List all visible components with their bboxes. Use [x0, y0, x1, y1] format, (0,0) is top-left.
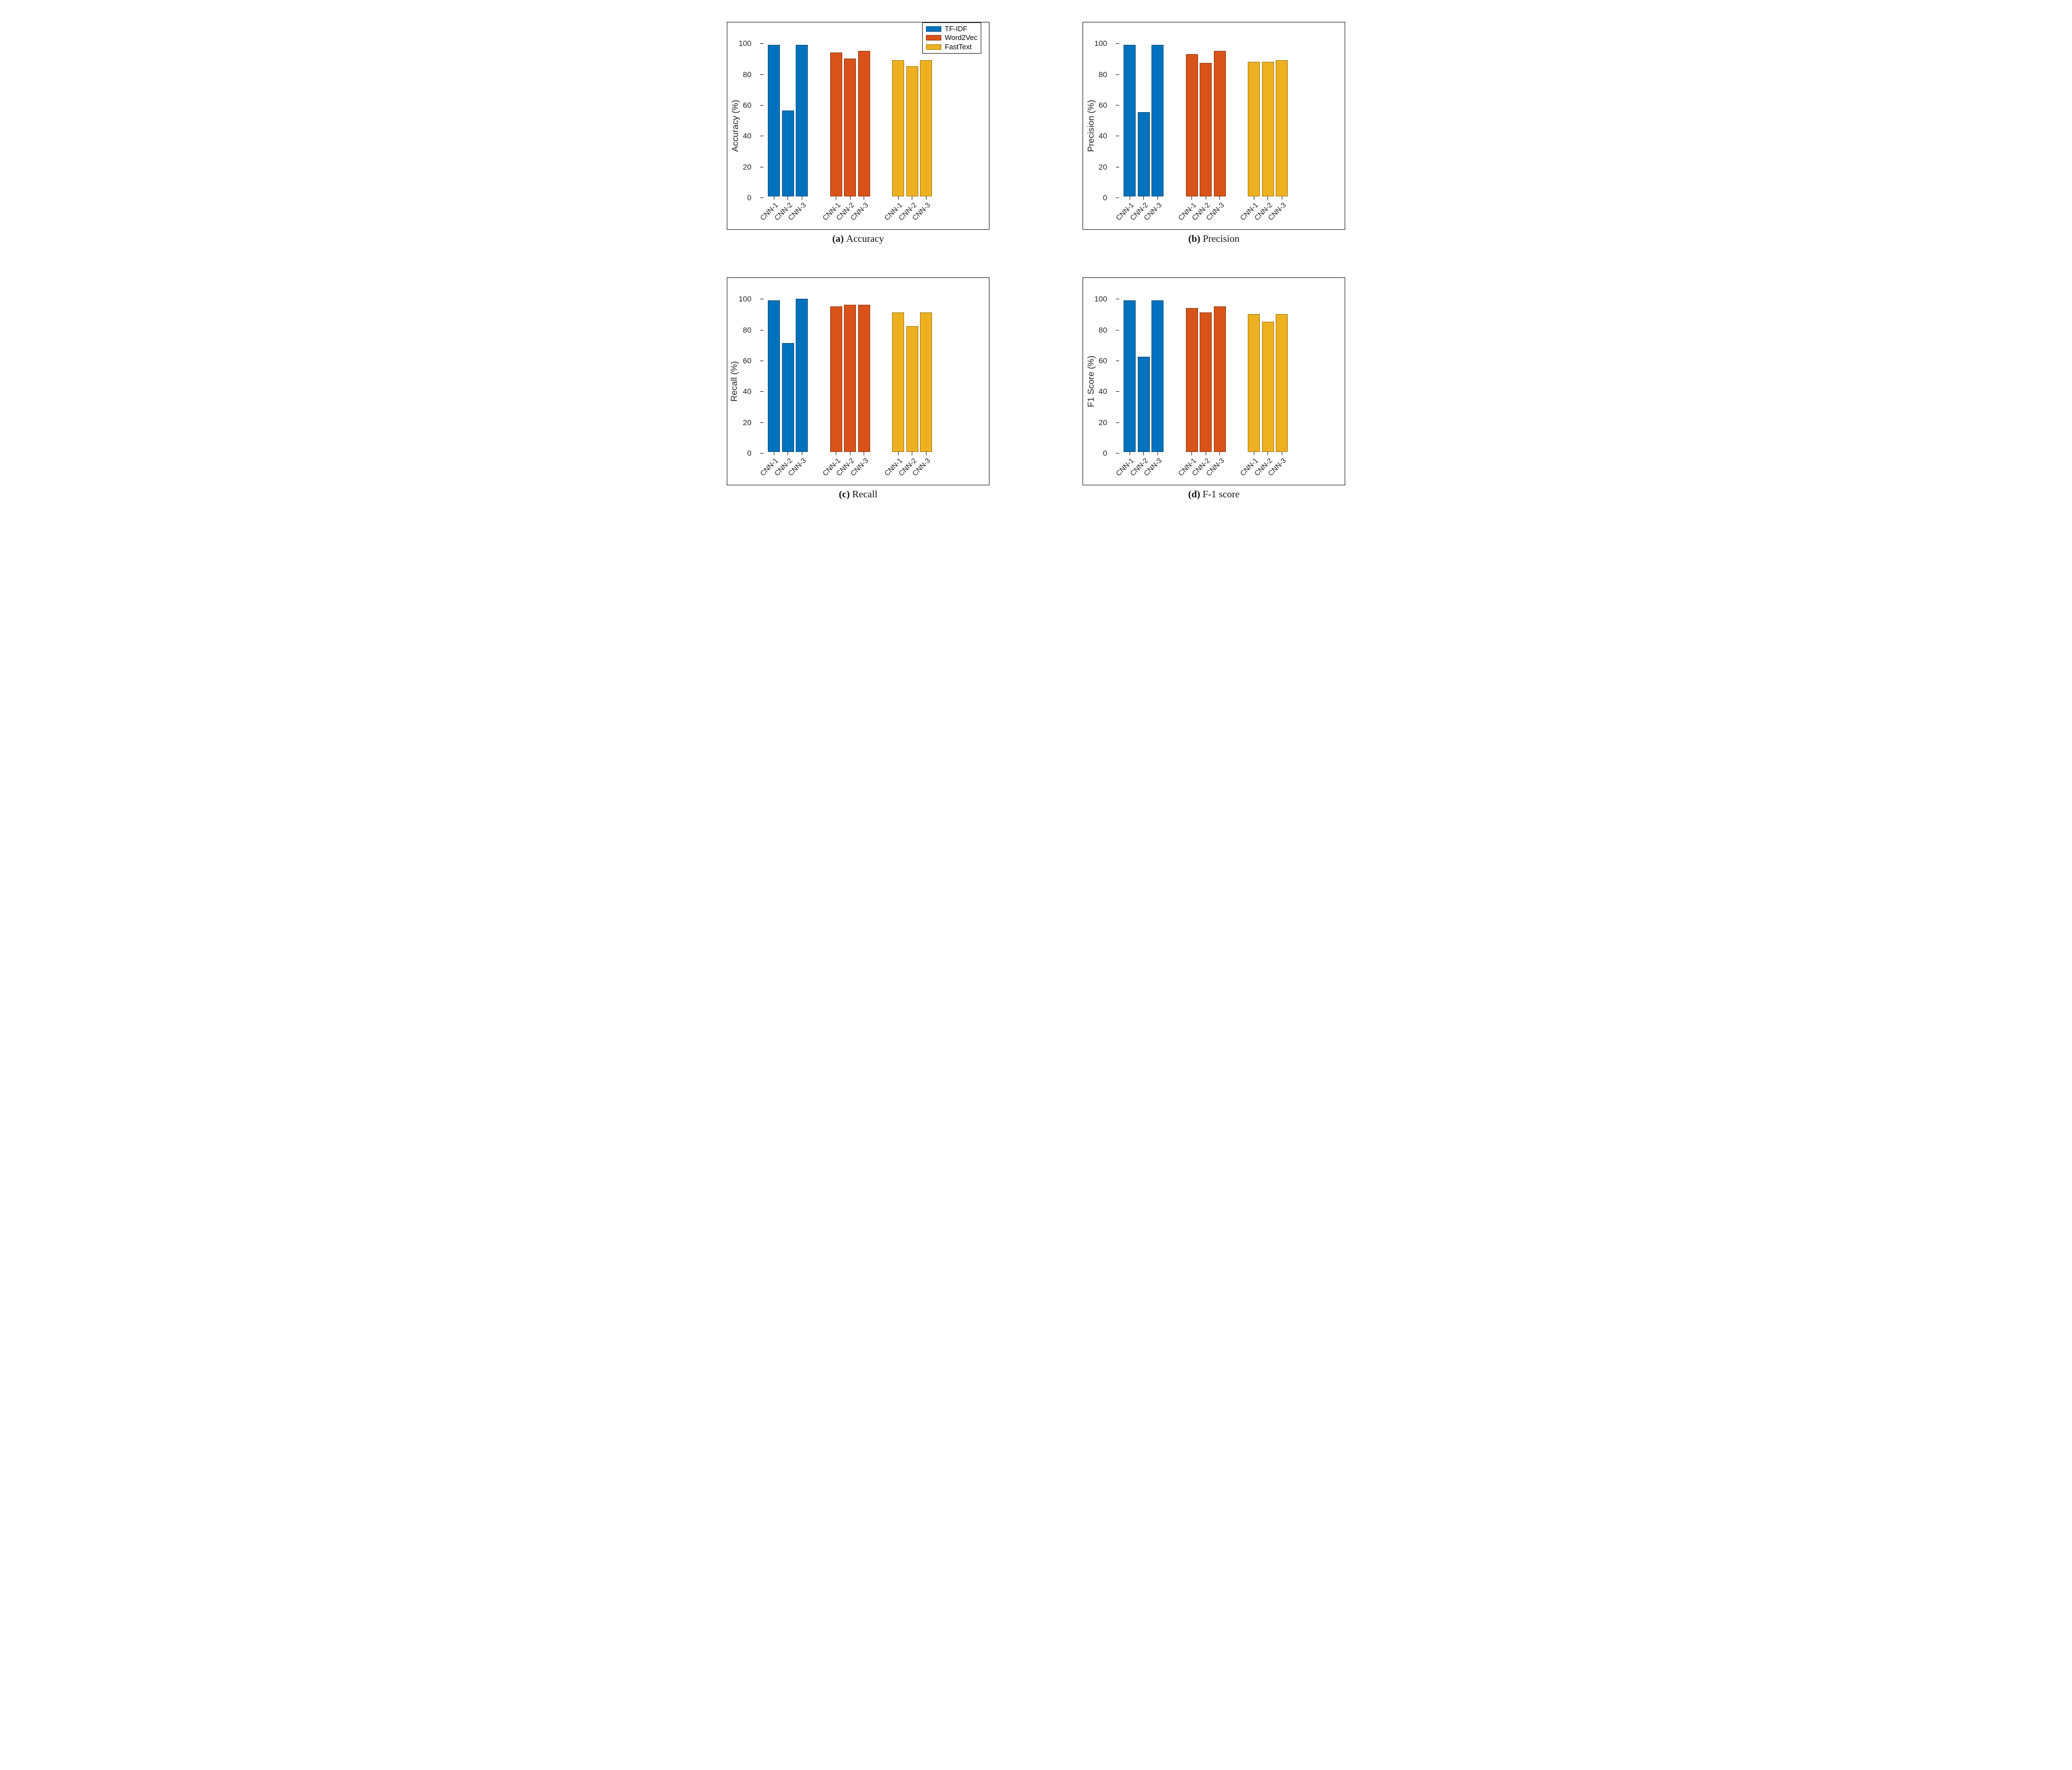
bar: [858, 51, 870, 196]
bar: [892, 60, 904, 196]
bar: [768, 45, 780, 196]
bar: [1186, 308, 1198, 452]
bar: [1200, 312, 1212, 452]
bar: [1276, 314, 1288, 452]
ytick-label: 0: [1103, 449, 1107, 457]
legend-label: FastText: [945, 43, 971, 51]
chart-box: Accuracy (%)020406080100CNN-1CNN-2CNN-3C…: [727, 22, 989, 230]
bar: [1138, 112, 1150, 196]
ytick-label: 40: [743, 387, 751, 396]
panel-caption: (d) F-1 score: [1188, 489, 1240, 500]
ytick-label: 0: [747, 449, 751, 457]
legend-label: Word2Vec: [945, 33, 977, 42]
caption-tag: (b): [1188, 233, 1203, 244]
bar: [1151, 45, 1164, 196]
ytick-label: 60: [1098, 356, 1107, 365]
caption-text: Accuracy: [846, 233, 884, 244]
bar: [920, 312, 932, 452]
bar: [796, 299, 808, 452]
bar: [1124, 300, 1136, 452]
legend-swatch: [926, 44, 941, 50]
ytick-label: 20: [1098, 163, 1107, 171]
y-axis-label: Accuracy (%): [731, 100, 741, 152]
caption-tag: (c): [839, 489, 852, 500]
ytick-label: 80: [1098, 70, 1107, 79]
legend-item: FastText: [926, 43, 977, 51]
ytick-label: 80: [743, 70, 751, 79]
bar: [1248, 314, 1260, 452]
panel-caption: (c) Recall: [839, 489, 877, 500]
ytick-label: 40: [1098, 131, 1107, 140]
bar: [920, 60, 932, 196]
bar: [796, 45, 808, 196]
bar: [1262, 322, 1274, 452]
panel-caption: (a) Accuracy: [832, 233, 884, 245]
plot-area: CNN-1CNN-2CNN-3CNN-1CNN-2CNN-3CNN-1CNN-2…: [1116, 283, 1337, 452]
bar: [830, 53, 842, 196]
ytick-label: 0: [1103, 193, 1107, 202]
ytick-label: 100: [1095, 39, 1107, 48]
ytick-label: 100: [739, 294, 751, 303]
panel-recall: Recall (%) 0 20 40 60 80 100 CNN-1CNN-2CNN-3CNN…: [708, 277, 1009, 500]
bar: [1276, 60, 1288, 196]
bar: [1124, 45, 1136, 196]
legend-item: Word2Vec: [926, 33, 977, 42]
ytick-label: 60: [743, 356, 751, 365]
bar: [892, 312, 904, 452]
ytick-label: 100: [739, 39, 751, 48]
ytick-label: 100: [1095, 294, 1107, 303]
caption-tag: (a): [832, 233, 847, 244]
ytick-label: 40: [743, 131, 751, 140]
ytick-label: 20: [743, 163, 751, 171]
ytick-label: 20: [1098, 418, 1107, 427]
plot-area: CNN-1CNN-2CNN-3CNN-1CNN-2CNN-3CNN-1CNN-2…: [760, 283, 981, 452]
ytick-label: 20: [743, 418, 751, 427]
legend-swatch: [926, 35, 941, 40]
plot-area: CNN-1CNN-2CNN-3CNN-1CNN-2CNN-3CNN-1CNN-2…: [1116, 28, 1337, 196]
panel-precision: Precision (%) 0 20 40 60 80 100 CNN-1CNN-2CNN-3…: [1063, 22, 1364, 245]
caption-tag: (d): [1188, 489, 1203, 500]
ytick-label: 40: [1098, 387, 1107, 396]
bar: [1214, 51, 1226, 196]
bar: [906, 66, 918, 196]
bar: [1248, 62, 1260, 196]
bar: [782, 343, 794, 452]
legend: TF-IDFWord2VecFastText: [922, 22, 981, 54]
bar: [1186, 54, 1198, 196]
legend-label: TF-IDF: [945, 25, 967, 33]
chart-box: Precision (%) 0 20 40 60 80 100 CNN-1CNN-2CNN-3…: [1083, 22, 1345, 230]
caption-text: F-1 score: [1203, 489, 1240, 500]
ytick-label: 60: [743, 101, 751, 109]
legend-item: TF-IDF: [926, 25, 977, 33]
bar: [782, 111, 794, 196]
ytick-label: 60: [1098, 101, 1107, 109]
panel-accuracy: Accuracy (%)020406080100CNN-1CNN-2CNN-3C…: [708, 22, 1009, 245]
ytick-label: 80: [1098, 326, 1107, 334]
bar: [768, 300, 780, 452]
bar: [906, 326, 918, 452]
bar: [1262, 62, 1274, 196]
chart-box: F1 Score (%) 0 20 40 60 80 100 CNN-1CNN-2CNN-3C…: [1083, 277, 1345, 485]
y-axis-label: Precision (%): [1087, 100, 1097, 152]
bar: [1214, 306, 1226, 452]
bar: [844, 305, 856, 452]
bar: [844, 59, 856, 196]
legend-swatch: [926, 26, 941, 32]
ytick-label: 0: [747, 193, 751, 202]
bar: [1151, 300, 1164, 452]
y-axis-label: F1 Score (%): [1086, 356, 1096, 407]
bar: [858, 305, 870, 452]
bar: [1200, 63, 1212, 196]
panel-caption: (b) Precision: [1188, 233, 1240, 245]
ytick-label: 80: [743, 326, 751, 334]
caption-text: Recall: [852, 489, 877, 500]
bar: [830, 306, 842, 452]
chart-box: Recall (%) 0 20 40 60 80 100 CNN-1CNN-2CNN-3CNN…: [727, 277, 989, 485]
y-axis-label: Recall (%): [730, 361, 739, 402]
bar: [1138, 357, 1150, 452]
caption-text: Precision: [1203, 233, 1240, 244]
panel-f1: F1 Score (%) 0 20 40 60 80 100 CNN-1CNN-2CNN-3C…: [1063, 277, 1364, 500]
charts-grid: Accuracy (%) 0 20 40 60 80 100 CNN-1CNN-2CNN-3C…: [708, 22, 1364, 500]
